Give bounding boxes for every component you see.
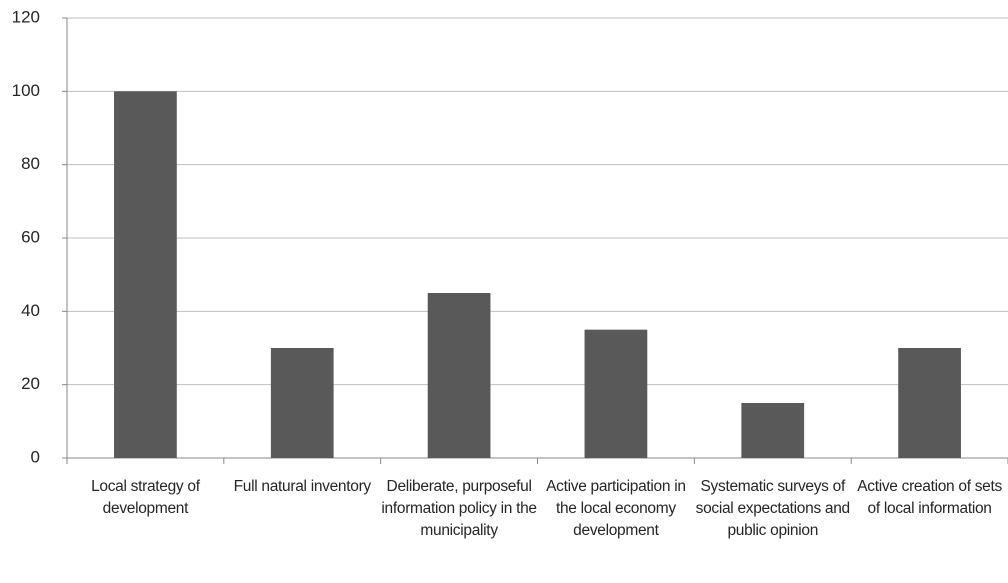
bar (270, 348, 334, 458)
y-tick-label: 120 (12, 7, 40, 26)
y-tick-label: 40 (21, 301, 40, 320)
x-tick-label: Deliberate, purposeful information polic… (381, 478, 537, 539)
bar (898, 348, 961, 458)
x-tick-label: Local strategy of development (91, 478, 200, 517)
y-tick-label: 80 (21, 154, 40, 173)
y-tick-label: 0 (31, 447, 40, 466)
x-tick-label: Systematic surveys of social expectation… (695, 478, 851, 539)
x-tick-label: Active creation of sets of local informa… (857, 478, 1002, 517)
bar (427, 293, 491, 458)
x-tick-label: Active participation in the local econom… (546, 478, 686, 539)
y-tick-label: 60 (21, 227, 40, 246)
y-tick-label: 100 (12, 81, 40, 100)
y-tick-label: 20 (21, 374, 40, 393)
x-tick-label: Full natural inventory (233, 478, 372, 495)
bar (584, 329, 648, 458)
bar (114, 91, 177, 458)
bar (741, 403, 805, 458)
